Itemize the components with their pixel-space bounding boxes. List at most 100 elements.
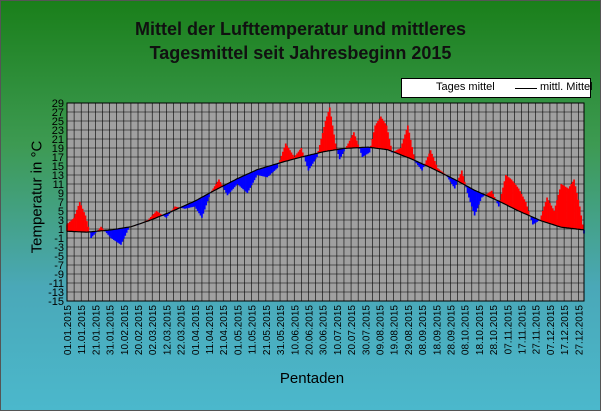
daily-bar bbox=[164, 214, 166, 217]
y-axis-label: Temperatur in °C bbox=[28, 140, 46, 254]
daily-bar bbox=[114, 229, 117, 241]
x-tick-label: 09.08.2015 bbox=[375, 305, 386, 355]
daily-bar bbox=[470, 188, 473, 207]
daily-bar bbox=[478, 192, 480, 205]
daily-bar bbox=[90, 231, 93, 238]
daily-bar bbox=[553, 211, 556, 225]
y-tick-label: -5 bbox=[54, 251, 64, 263]
daily-bar bbox=[228, 182, 230, 194]
y-tick-label: -13 bbox=[48, 287, 64, 299]
daily-bar bbox=[362, 147, 365, 157]
daily-bar bbox=[98, 228, 101, 231]
daily-bar bbox=[220, 184, 223, 187]
daily-bar bbox=[189, 203, 192, 208]
daily-bar bbox=[452, 178, 455, 187]
daily-bar bbox=[74, 213, 77, 232]
daily-bar bbox=[67, 223, 70, 232]
daily-bar bbox=[247, 173, 250, 191]
x-tick-label: 31.05.2015 bbox=[276, 305, 287, 355]
daily-bar bbox=[469, 187, 472, 202]
daily-bar bbox=[522, 196, 524, 213]
daily-bar bbox=[118, 228, 121, 244]
x-tick-label: 19.08.2015 bbox=[390, 305, 401, 355]
daily-bar bbox=[547, 200, 550, 224]
x-tick-label: 27.11.2015 bbox=[532, 305, 543, 355]
daily-bar bbox=[110, 229, 112, 238]
daily-bar bbox=[468, 187, 470, 198]
daily-bar bbox=[280, 155, 283, 163]
daily-bar bbox=[318, 145, 321, 153]
daily-bar bbox=[294, 155, 297, 159]
daily-bar bbox=[297, 151, 300, 158]
x-tick-label: 22.03.2015 bbox=[177, 305, 188, 355]
daily-bar bbox=[451, 178, 453, 184]
daily-bar bbox=[250, 172, 253, 186]
daily-bar bbox=[218, 179, 220, 189]
daily-bar bbox=[87, 226, 90, 233]
daily-bar bbox=[206, 194, 209, 202]
daily-bar bbox=[398, 148, 401, 155]
daily-bar bbox=[230, 181, 233, 191]
daily-bar bbox=[113, 229, 115, 240]
daily-bar bbox=[80, 205, 83, 232]
daily-bar bbox=[546, 197, 548, 223]
daily-bar bbox=[149, 217, 152, 220]
daily-bar bbox=[412, 154, 415, 160]
daily-bar bbox=[490, 190, 493, 198]
daily-bar bbox=[70, 220, 73, 232]
x-tick-label: 28.10.2015 bbox=[489, 305, 500, 355]
daily-bar bbox=[93, 231, 95, 235]
x-tick-label: 27.12.2015 bbox=[574, 305, 585, 355]
legend-item-daily: Tages mittel bbox=[436, 81, 495, 93]
x-tick-label: 07.12.2015 bbox=[546, 305, 557, 355]
daily-bar bbox=[407, 125, 409, 158]
daily-bar bbox=[255, 170, 257, 178]
daily-bar bbox=[378, 118, 381, 149]
x-tick-label: 01.05.2015 bbox=[233, 305, 244, 355]
daily-bar bbox=[121, 228, 124, 242]
x-tick-label: 01.01.2015 bbox=[63, 305, 74, 355]
daily-bar bbox=[550, 205, 553, 225]
daily-bar bbox=[441, 171, 443, 174]
daily-bar bbox=[449, 177, 452, 182]
daily-bar bbox=[581, 224, 584, 230]
daily-bar bbox=[249, 172, 252, 188]
daily-bar bbox=[282, 151, 284, 163]
daily-bar bbox=[574, 186, 577, 229]
y-tick-label: -1 bbox=[54, 233, 64, 245]
daily-bar bbox=[122, 227, 125, 239]
daily-bar bbox=[541, 211, 544, 222]
daily-bar bbox=[117, 228, 119, 243]
x-tick-label: 30.06.2015 bbox=[319, 305, 330, 355]
daily-bar bbox=[576, 193, 578, 230]
daily-bar bbox=[328, 107, 331, 151]
y-tick-label: -7 bbox=[54, 260, 64, 272]
daily-bar bbox=[317, 151, 320, 153]
daily-bar bbox=[557, 194, 560, 227]
daily-bar bbox=[175, 206, 178, 210]
daily-bar bbox=[578, 206, 581, 230]
y-tick-label: 23 bbox=[52, 125, 64, 137]
x-tick-label: 01.04.2015 bbox=[191, 305, 202, 355]
daily-bar bbox=[195, 200, 198, 209]
daily-bar bbox=[512, 181, 514, 209]
daily-bar bbox=[168, 212, 171, 214]
daily-bar bbox=[465, 185, 467, 188]
legend-item-mean: mittl. Mittel bbox=[540, 81, 593, 93]
daily-bar bbox=[462, 176, 465, 185]
daily-bar bbox=[561, 184, 564, 228]
daily-bar bbox=[172, 208, 175, 211]
x-tick-label: 02.03.2015 bbox=[148, 305, 159, 355]
daily-bar bbox=[404, 134, 406, 157]
y-tick-label: 11 bbox=[53, 179, 64, 191]
daily-bar bbox=[71, 219, 74, 232]
daily-bar bbox=[326, 116, 328, 152]
daily-bar bbox=[348, 140, 351, 149]
daily-bar bbox=[84, 215, 87, 233]
daily-bar bbox=[273, 164, 276, 171]
daily-bar bbox=[360, 147, 362, 153]
daily-bar bbox=[330, 116, 333, 151]
daily-bar bbox=[448, 176, 450, 180]
daily-bar bbox=[309, 154, 311, 169]
